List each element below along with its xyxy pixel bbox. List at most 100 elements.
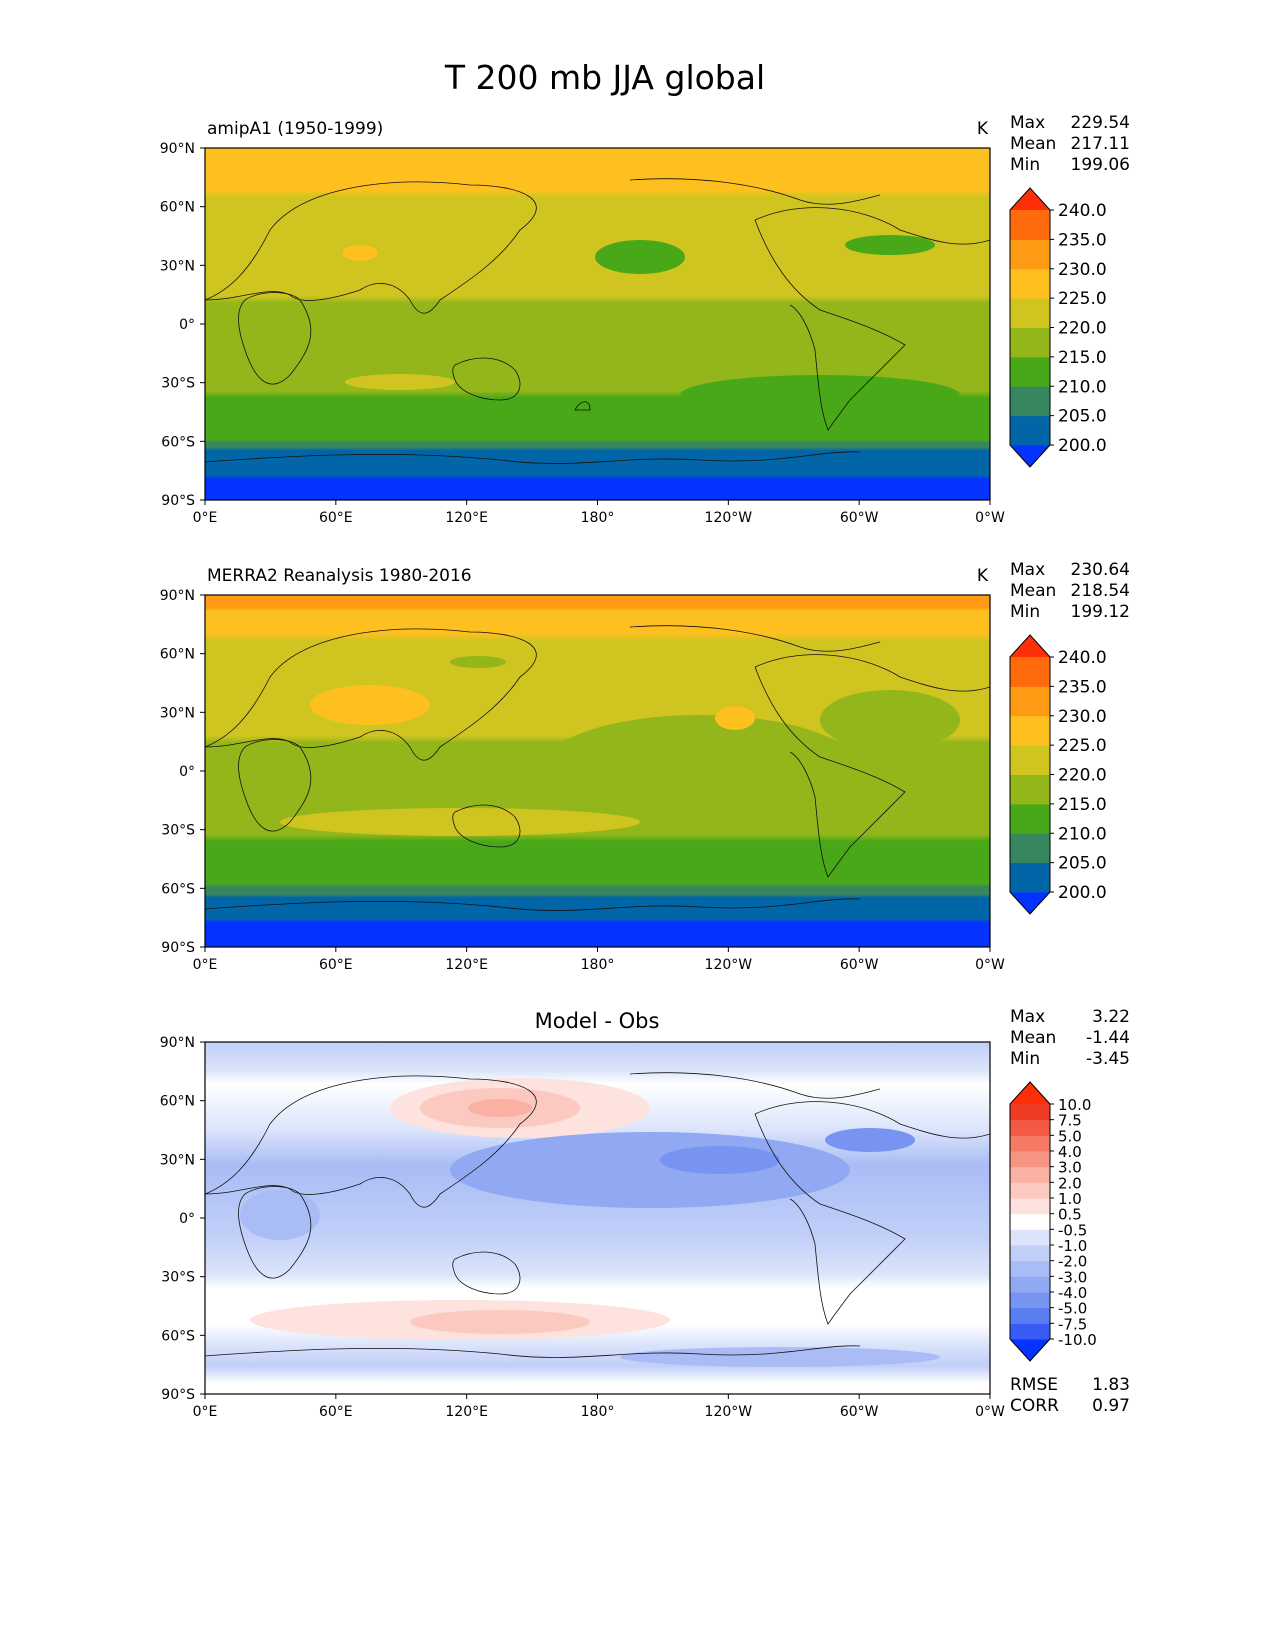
model-colorbar-label: 215.0 (1058, 348, 1107, 368)
diff-colorbar-label: 5.0 (1058, 1127, 1082, 1145)
diff-colorbar-label: 10.0 (1058, 1096, 1091, 1114)
diff-stat-max-value: 3.22 (1092, 1007, 1130, 1027)
diff-stat-min-value: -3.45 (1086, 1049, 1130, 1069)
model-stat-max-value: 229.54 (1071, 113, 1130, 133)
diff-colorbar-label: -1.0 (1058, 1237, 1087, 1255)
model-colorbar-label: 200.0 (1058, 436, 1107, 456)
diff-stats: Max 3.22 Mean -1.44 Min -3.45 RMSE 1.83 … (1010, 1007, 1130, 1416)
model-lon-tick-label: 180° (581, 510, 615, 526)
model-colorbar-segment (1010, 386, 1050, 417)
diff-colorbar-label: 7.5 (1058, 1112, 1082, 1130)
diff-feature-southern-warm-core (410, 1310, 590, 1334)
obs-colorbar-segment (1010, 862, 1050, 893)
obs-feature-subtropic-south (280, 808, 640, 836)
model-lat-tick-label: 60°S (161, 434, 195, 450)
model-stat-mean-value: 217.11 (1071, 134, 1130, 154)
obs-lon-tick-label: 0°E (193, 957, 218, 973)
diff-feature-east-asia-warm-core (468, 1099, 532, 1117)
panel-diff: Model - Obs Max 3.22 Mean -1.44 Min -3.4… (160, 1007, 1130, 1420)
model-colorbar-segment (1010, 210, 1050, 240)
diff-lat-tick-label: 60°N (160, 1094, 195, 1110)
obs-colorbar: 200.0 205.0 210.0 215.0 220.0 225.0 230.0 235.0… (1009, 634, 1107, 915)
model-stat-max-label: Max (1010, 113, 1045, 133)
model-colorbar-extend-max (1010, 188, 1050, 210)
diff-colorbar-extend-min (1010, 1339, 1050, 1361)
diff-lon-tick-label: 120°W (705, 1404, 753, 1420)
diff-lat-tick-label: 0° (179, 1211, 195, 1227)
diff-lon-tick-label: 120°E (445, 1404, 488, 1420)
diff-coastlines (205, 1072, 990, 1358)
obs-lat-axis: 90°N 60°N 30°N 0° 30°S 60°S 90°S (160, 588, 205, 956)
diff-colorbar-extend-max (1010, 1082, 1050, 1104)
model-lat-tick-label: 90°S (161, 493, 195, 509)
panel-model: amipA1 (1950-1999) K Max 229.54 Mean 217… (160, 113, 1130, 526)
obs-colorbar-label: 200.0 (1058, 883, 1107, 903)
diff-lat-axis: 90°N 60°N 30°N 0° 30°S 60°S 90°S (160, 1035, 205, 1403)
obs-stat-mean-label: Mean (1010, 581, 1056, 601)
obs-lat-tick-label: 30°S (161, 823, 195, 839)
diff-feature-antarctic-cold (620, 1347, 940, 1367)
diff-feature-pacific-cold (450, 1132, 850, 1208)
diff-lat-tick-label: 30°S (161, 1270, 195, 1286)
obs-lat-tick-label: 60°N (160, 647, 195, 663)
obs-colorbar-label: 210.0 (1058, 824, 1107, 844)
diff-colorbar-segment (1010, 1323, 1050, 1340)
diff-colorbar-label: -3.0 (1058, 1268, 1087, 1286)
diff-colorbar-segment (1010, 1104, 1050, 1121)
diff-corr-value: 0.97 (1092, 1396, 1130, 1416)
model-lon-tick-label: 0°E (193, 510, 218, 526)
obs-left-title: MERRA2 Reanalysis 1980-2016 (207, 566, 472, 586)
diff-stat-mean-label: Mean (1010, 1028, 1056, 1048)
diff-colorbar-segment (1010, 1213, 1050, 1230)
obs-colorbar-label: 220.0 (1058, 766, 1107, 786)
model-lat-tick-label: 90°N (160, 141, 195, 157)
model-colorbar-segment (1010, 239, 1050, 270)
model-stats: Max 229.54 Mean 217.11 Min 199.06 (1010, 113, 1130, 175)
diff-lat-tick-label: 90°S (161, 1387, 195, 1403)
model-colorbar-segment (1010, 356, 1050, 387)
obs-lon-tick-label: 60°W (840, 957, 879, 973)
diff-colorbar-segment (1010, 1229, 1050, 1246)
obs-stat-max-label: Max (1010, 560, 1045, 580)
model-colorbar-label: 230.0 (1058, 260, 1107, 280)
model-colorbar-segment (1010, 268, 1050, 299)
obs-lon-tick-label: 0°W (975, 957, 1005, 973)
model-colorbar-segment (1010, 298, 1050, 328)
diff-rmse-label: RMSE (1010, 1375, 1058, 1395)
obs-colorbar-extend-min (1010, 892, 1050, 914)
obs-feature-north-low (450, 656, 506, 668)
model-colorbar-label: 235.0 (1058, 230, 1107, 250)
model-colorbar-label: 205.0 (1058, 407, 1107, 427)
diff-rmse-value: 1.83 (1092, 1375, 1130, 1395)
diff-stat-mean-value: -1.44 (1086, 1028, 1130, 1048)
model-lon-tick-label: 120°E (445, 510, 488, 526)
diff-colorbar-label: -2.0 (1058, 1253, 1087, 1271)
obs-stat-min-label: Min (1010, 602, 1040, 622)
obs-colorbar-segment (1010, 833, 1050, 864)
obs-units: K (977, 566, 989, 586)
diff-colorbar-segment (1010, 1198, 1050, 1215)
obs-feature-tibet-warm (310, 685, 430, 725)
obs-colorbar-label: 235.0 (1058, 677, 1107, 697)
obs-lat-tick-label: 60°S (161, 881, 195, 897)
model-feature-north-pacific-low (595, 240, 685, 274)
diff-center-title: Model - Obs (535, 1009, 660, 1033)
model-lon-tick-label: 0°W (975, 510, 1005, 526)
obs-lat-tick-label: 90°S (161, 940, 195, 956)
obs-colorbar-segment (1010, 657, 1050, 687)
obs-colorbar-label: 215.0 (1058, 795, 1107, 815)
obs-colorbar-label: 240.0 (1058, 648, 1107, 668)
model-lon-tick-label: 120°W (705, 510, 753, 526)
diff-colorbar-segment (1010, 1182, 1050, 1199)
obs-colorbar-segment (1010, 803, 1050, 834)
obs-lat-tick-label: 30°N (160, 705, 195, 721)
model-feature-tibet-warm (342, 245, 378, 261)
obs-colorbar-label: 225.0 (1058, 736, 1107, 756)
model-coastlines (205, 178, 990, 464)
obs-lat-tick-label: 90°N (160, 588, 195, 604)
model-colorbar-segment (1010, 327, 1050, 358)
obs-stat-mean-value: 218.54 (1071, 581, 1130, 601)
model-lat-tick-label: 30°N (160, 258, 195, 274)
diff-colorbar-segment (1010, 1151, 1050, 1168)
